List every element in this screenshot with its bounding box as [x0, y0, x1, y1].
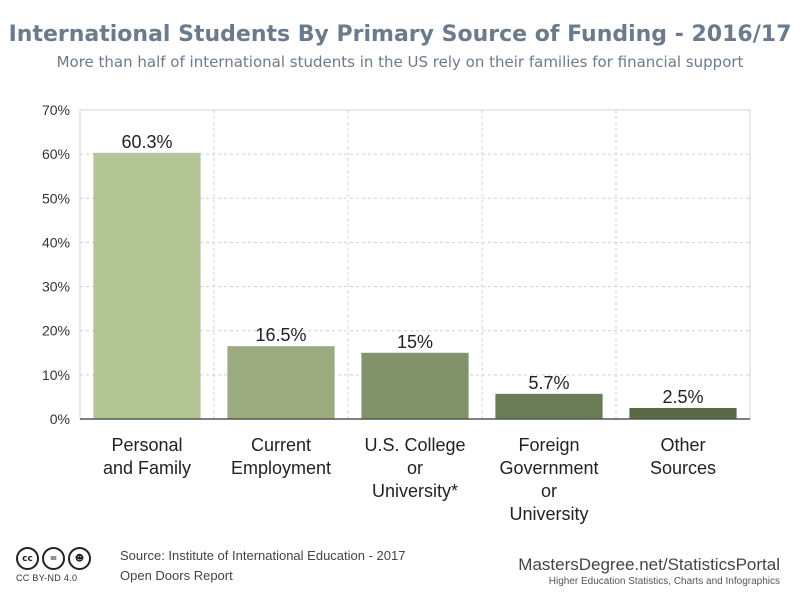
y-tick-label: 10% [42, 367, 70, 383]
y-tick-label: 50% [42, 190, 70, 206]
creative-commons-icon: cc [16, 547, 39, 570]
y-tick-label: 0% [50, 411, 70, 427]
x-tick-label: Employment [231, 458, 331, 478]
attribution-icon: ☻ [68, 547, 91, 570]
x-tick-label: Personal [111, 435, 182, 455]
bar-value-label: 16.5% [255, 325, 306, 345]
x-tick-label: University* [372, 481, 458, 501]
x-tick-label: University [509, 504, 588, 524]
y-tick-label: 20% [42, 323, 70, 339]
chart-title: International Students By Primary Source… [8, 22, 792, 47]
source-note: Source: Institute of International Educa… [120, 546, 405, 586]
bar [227, 346, 335, 419]
x-tick-label: Government [499, 458, 598, 478]
bar [361, 352, 469, 419]
x-tick-label: Current [251, 435, 311, 455]
y-tick-label: 70% [42, 102, 70, 118]
x-tick-label: Foreign [518, 435, 579, 455]
bar-value-label: 60.3% [121, 132, 172, 152]
bar-chart: 0% 10% 20% 30% 40% 50% 60% 70% 60.3% Personal and … [42, 102, 751, 524]
y-tick-label: 60% [42, 146, 70, 162]
license-badge: cc = ☻ CC BY-ND 4.0 [16, 547, 91, 583]
bar-value-label: 2.5% [662, 387, 703, 407]
x-tick-label: or [541, 481, 557, 501]
license-text: CC BY-ND 4.0 [16, 573, 78, 583]
bar-value-label: 5.7% [528, 373, 569, 393]
source-line-1: Source: Institute of International Educa… [120, 548, 406, 563]
chart-subtitle: More than half of international students… [56, 53, 744, 71]
brand-tagline: Higher Education Statistics, Charts and … [548, 576, 780, 587]
bar-value-label: 15% [397, 332, 433, 352]
x-tick-label: U.S. College [364, 435, 465, 455]
x-tick-label: or [407, 458, 423, 478]
y-tick-label: 40% [42, 234, 70, 250]
source-line-2: Open Doors Report [120, 568, 233, 583]
brand-name: MastersDegree.net/StatisticsPortal [518, 555, 780, 574]
brand-block: MastersDegree.net/StatisticsPortal Highe… [518, 555, 780, 587]
no-derivatives-icon: = [42, 547, 65, 570]
y-tick-label: 30% [42, 279, 70, 295]
bar [495, 393, 603, 419]
bar [93, 152, 201, 419]
x-tick-label: Other [660, 435, 705, 455]
bar [629, 407, 737, 419]
x-tick-label: Sources [650, 458, 716, 478]
x-tick-label: and Family [103, 458, 191, 478]
